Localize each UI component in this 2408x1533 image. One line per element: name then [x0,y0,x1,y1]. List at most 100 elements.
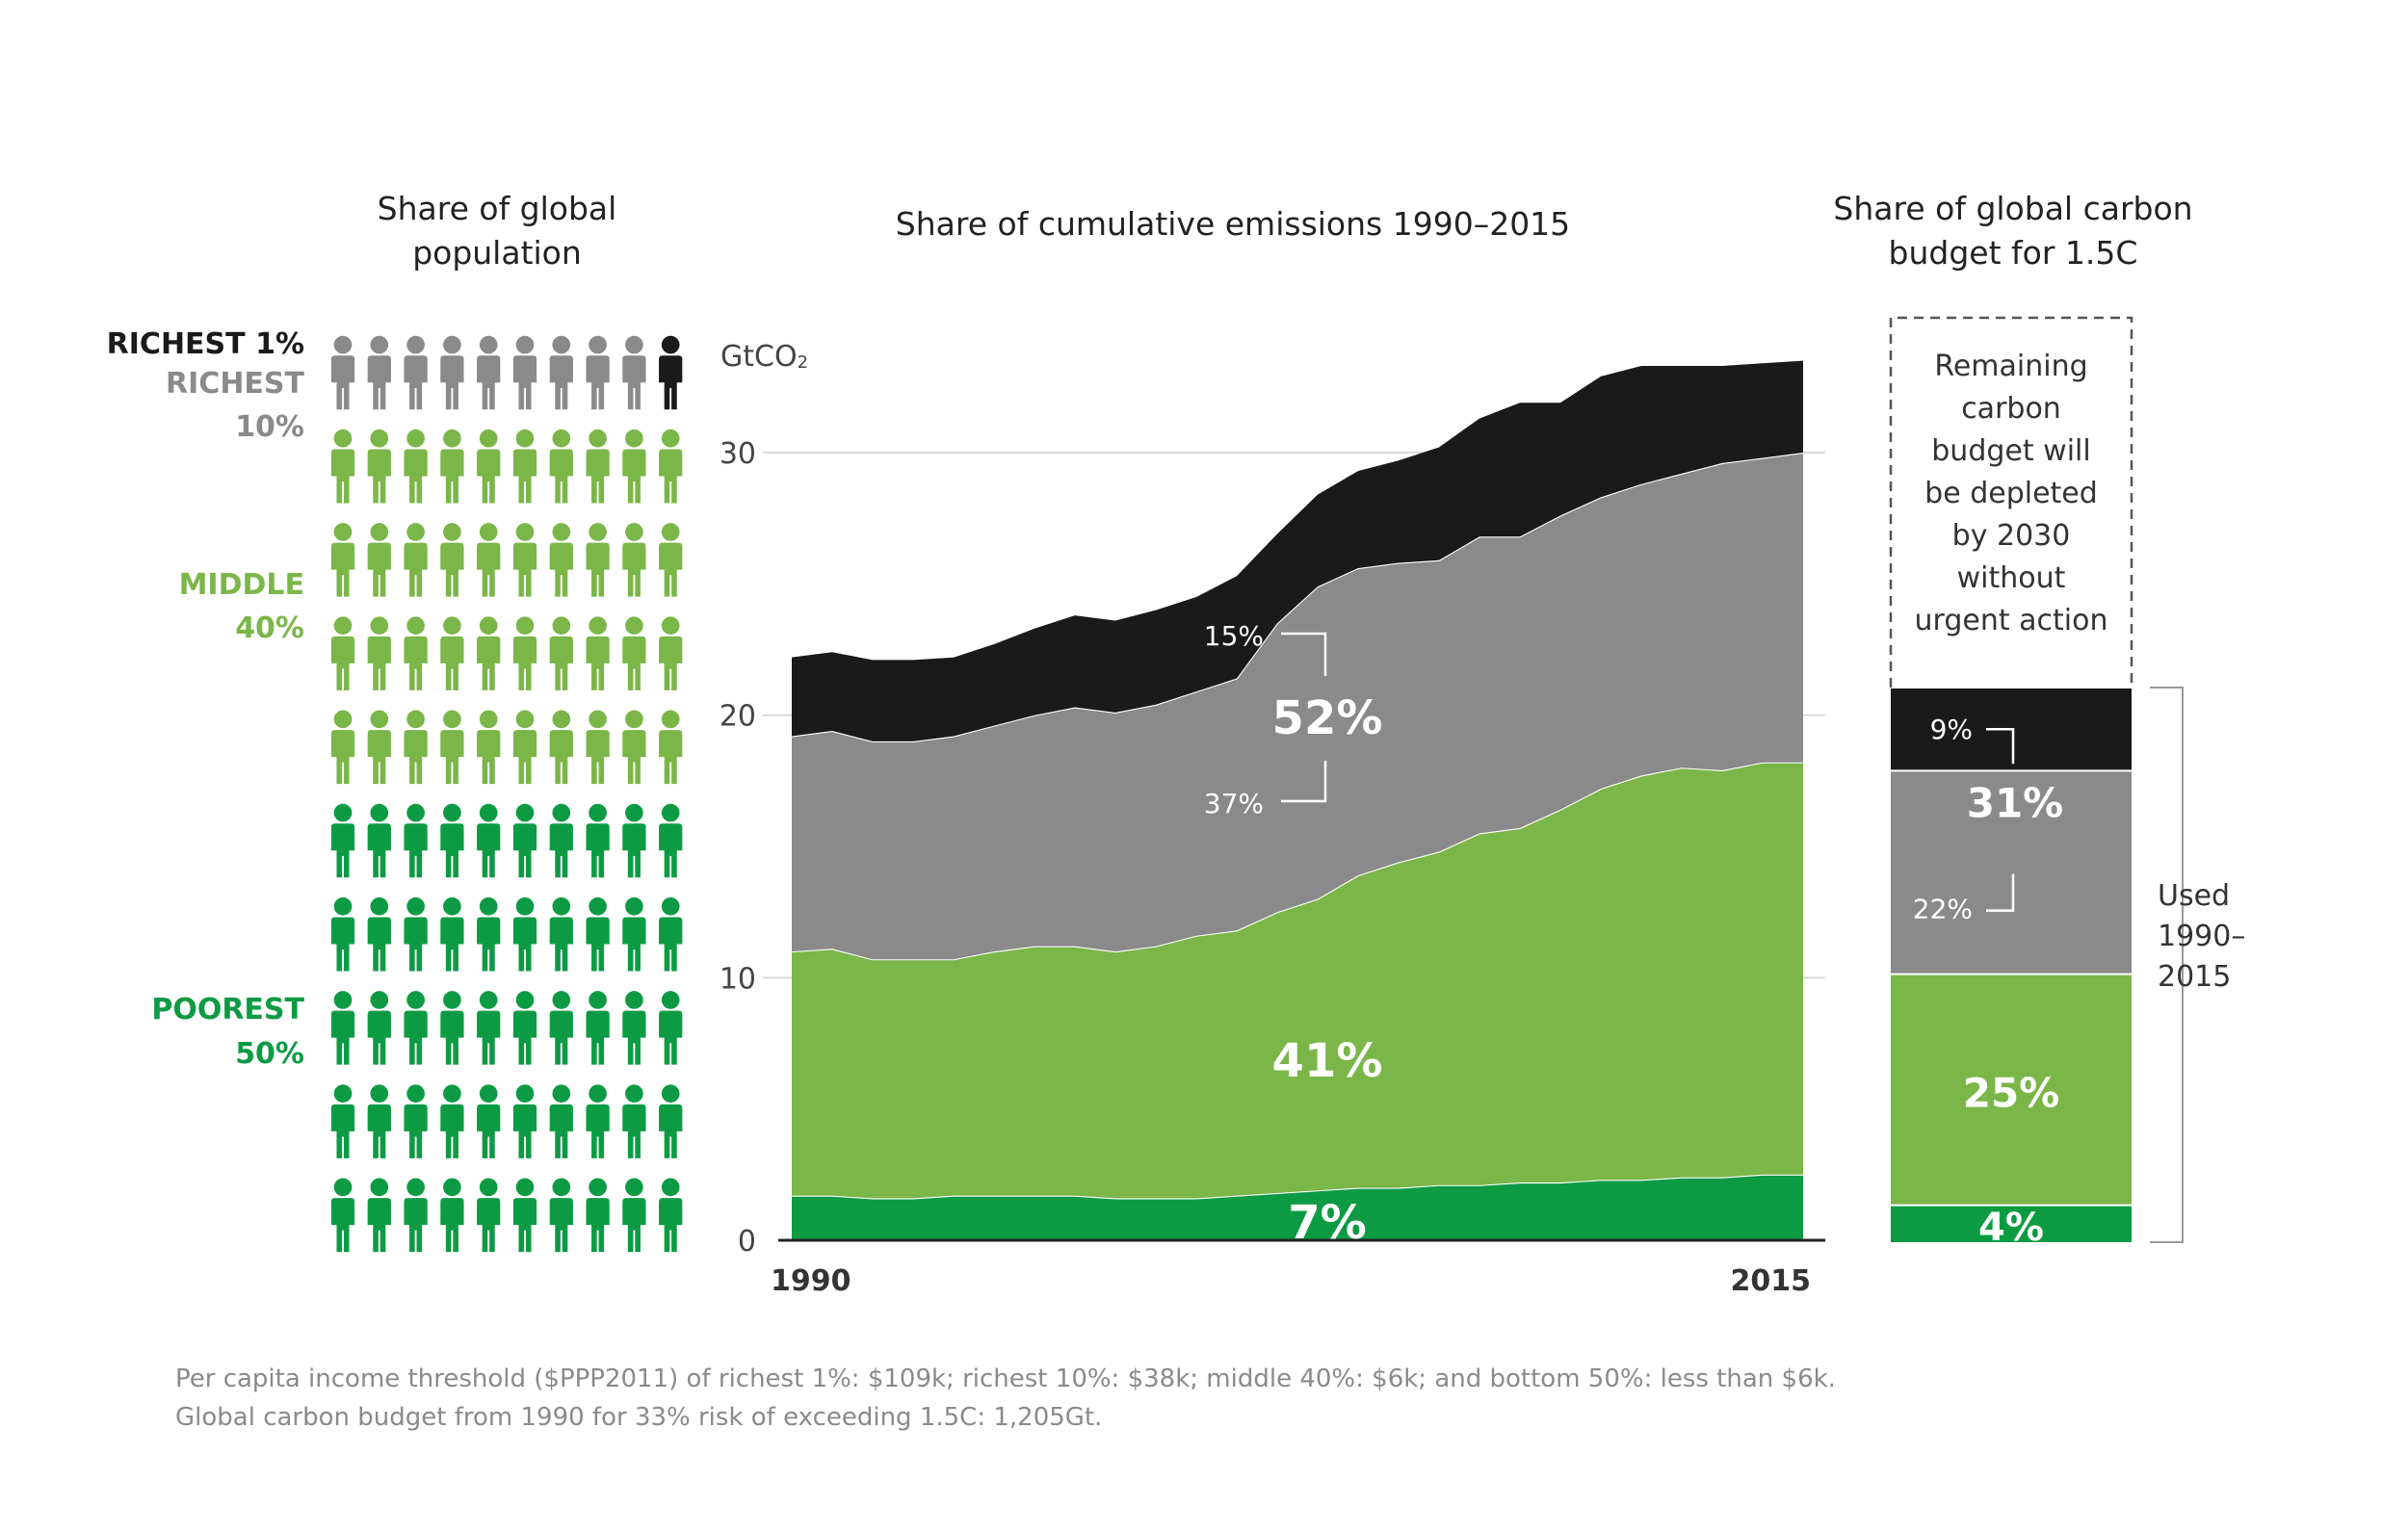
person-icon [549,1178,573,1253]
person-icon [330,991,355,1065]
footnote-line1: Per capita income threshold ($PPP2011) o… [175,1364,1836,1393]
remaining-budget-text: without [1957,561,2066,595]
y-tick-label: 30 [720,437,756,471]
y-tick-label: 10 [720,962,756,996]
person-icon [549,616,573,690]
budget-segment-poorest-50- [1891,1205,2132,1242]
person-icon [477,710,501,785]
used-budget-label: Used [2158,879,2230,913]
label-poorest-50-line2: 50% [235,1037,304,1071]
label-richest-10-combined-emissions: 52% [1272,691,1383,745]
y-tick-label: 20 [720,700,756,734]
person-icon [622,335,646,410]
person-icon [586,523,610,597]
person-icon [659,803,683,878]
person-icon [404,616,428,690]
person-icon [512,896,537,972]
person-icon [622,1178,646,1253]
budget-stacked-bar: Remaining carbon budget will be depleted by … [1889,316,2245,1250]
budget-segment-middle-40- [1891,974,2132,1206]
y-tick-label: 0 [738,1225,756,1259]
person-icon [586,429,610,504]
person-icon [367,335,391,410]
label-middle-40-share-emissions: 41% [1272,1034,1383,1088]
x-tick-2015: 2015 [1731,1264,1812,1298]
budget-title-line1: Share of global carbon [1833,190,2192,227]
emission-areas [791,360,1804,1240]
bracket-bottom [1281,761,1327,803]
person-icon [512,1084,537,1158]
person-icon [512,523,537,597]
bracket-top [1281,632,1327,676]
x-tick-1990: 1990 [771,1264,851,1298]
person-icon [586,710,610,785]
person-icon [330,710,355,785]
y-axis-unit-label: GtCO2 [720,340,808,374]
person-icon [622,616,646,690]
emissions-chart-title: Share of cumulative emissions 1990–2015 [896,205,1570,243]
person-icon [549,335,573,410]
label-poorest-50-line1: POOREST [151,993,304,1026]
person-icon [440,1084,464,1158]
person-icon [586,896,610,972]
budget-bracket-bottom [1986,873,2015,912]
person-icon [477,335,501,410]
person-icon [549,896,573,972]
remaining-budget-text: be depleted [1924,477,2098,510]
area-poorest-50- [792,1174,1803,1240]
label-middle-40-line2: 40% [235,611,304,645]
person-icon [512,429,537,504]
budget-segment-label: 9% [1930,714,1973,745]
person-icon [477,803,501,878]
person-icon [477,616,501,690]
remaining-budget-text: budget will [1931,434,2090,468]
person-icon [404,991,428,1065]
area-richest-1- [792,360,1803,741]
person-icon [549,803,573,878]
population-panel: Share of global population RICHEST 1% RI… [107,190,683,1253]
person-icon [512,616,537,690]
person-icon [622,429,646,504]
person-icon [549,1084,573,1158]
label-richest-10-share-emissions: 37% [1204,788,1264,819]
person-icon [659,616,683,690]
footnote-line2: Global carbon budget from 1990 for 33% r… [175,1403,1102,1432]
person-icon [586,803,610,878]
used-budget-label: 2015 [2158,960,2231,994]
person-icon [330,803,355,878]
person-icon [440,616,464,690]
remaining-budget-text: by 2030 [1952,519,2071,553]
person-icon [404,803,428,878]
person-icon [586,991,610,1065]
person-icon [330,335,355,410]
person-icon [586,335,610,410]
person-icon [367,1178,391,1253]
person-icon [586,1178,610,1253]
budget-panel: Share of global carbon budget for 1.5C R… [1833,190,2245,1250]
person-icon [622,991,646,1065]
budget-segment-label: 25% [1963,1070,2060,1117]
person-icon [440,710,464,785]
person-icon [367,429,391,504]
budget-segment-richest-10- [1891,770,2132,974]
person-icon [622,803,646,878]
population-title-line2: population [412,234,582,272]
label-richest-1: RICHEST 1% [107,327,304,361]
budget-bracket-top [1986,727,2015,765]
budget-segment-label: 4% [1978,1206,2044,1250]
remaining-budget-text: Remaining [1934,350,2087,383]
person-icon [512,710,537,785]
person-icon [440,429,464,504]
person-icon [440,803,464,878]
person-icon [404,1178,428,1253]
person-icon [477,523,501,597]
person-icon [622,523,646,597]
person-icon [659,1178,683,1253]
person-icon [549,710,573,785]
person-icon [659,1084,683,1158]
person-icon [330,523,355,597]
person-icon [330,1084,355,1158]
person-icon [367,616,391,690]
person-icon [404,335,428,410]
